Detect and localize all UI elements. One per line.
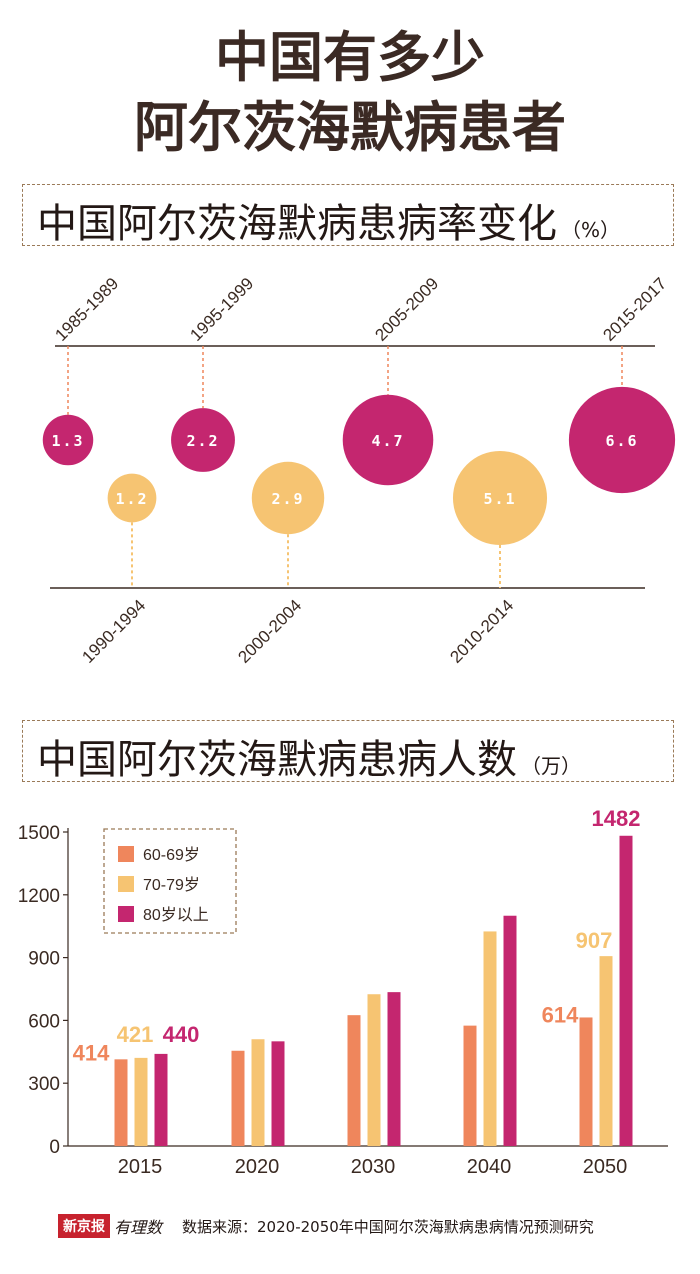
section-title-prevalence: 中国阿尔茨海默病患病率变化 （%） [37, 201, 621, 247]
bar-2020-0 [231, 1050, 245, 1146]
bubble [107, 473, 157, 523]
x-tick-label: 2030 [351, 1156, 396, 1178]
period-label: 2015-2017 [599, 274, 670, 345]
legend-label: 70-79岁 [143, 876, 200, 894]
section-header-patients: 中国阿尔茨海默病患病人数 （万） [22, 720, 674, 783]
bubble-group-2010-2014: 5.1 2010-2014 [446, 450, 548, 667]
section-title-patients: 中国阿尔茨海默病患病人数 （万） [37, 737, 581, 783]
y-tick-label: 0 [49, 1137, 60, 1158]
bar-2050-2 [619, 835, 633, 1146]
bar-2050-0 [579, 1017, 593, 1146]
legend-swatch [118, 876, 134, 892]
data-label: 440 [163, 1022, 200, 1047]
x-tick-label: 2050 [583, 1156, 628, 1178]
bubble-group-1995-1999: 2.2 1995-1999 [171, 274, 257, 472]
bubble-value-label: 1.3 [51, 432, 84, 450]
legend-label: 60-69岁 [143, 846, 200, 864]
bar-2040-2 [503, 915, 517, 1146]
period-label: 2010-2014 [446, 596, 517, 667]
bar-2040-1 [483, 931, 497, 1146]
bubble [251, 461, 325, 535]
bubble-value-label: 4.7 [371, 432, 404, 450]
x-tick-label: 2040 [467, 1156, 512, 1178]
bar-2015-0 [114, 1059, 128, 1146]
y-tick-label: 900 [28, 949, 60, 970]
period-label: 1985-1989 [51, 274, 122, 345]
bubble [42, 414, 94, 466]
y-tick-label: 1200 [18, 886, 60, 907]
footer: 新京报 有理数 数据来源：2020-2050年中国阿尔茨海默病患病情况预测研究 [58, 1213, 594, 1239]
bubble-group-2015-2017: 6.6 2015-2017 [568, 274, 676, 494]
bubble-group-2005-2009: 4.7 2005-2009 [342, 274, 442, 486]
bubble-group-2000-2004: 2.9 2000-2004 [234, 461, 325, 667]
data-label: 414 [73, 1040, 110, 1065]
brand-script-logo: 有理数 [114, 1218, 163, 1237]
bubble [452, 450, 548, 546]
data-label: 614 [542, 1002, 579, 1027]
bar-2015-2 [154, 1053, 168, 1146]
data-source: 数据来源：2020-2050年中国阿尔茨海默病患病情况预测研究 [182, 1217, 594, 1236]
bar-2015-1 [134, 1057, 148, 1146]
bar-2040-0 [463, 1025, 477, 1146]
x-tick-label: 2020 [235, 1156, 280, 1178]
main-title-line2: 阿尔茨海默病患者 [134, 96, 566, 159]
bubble-value-label: 5.1 [483, 490, 516, 508]
bubble-group-1990-1994: 1.2 1990-1994 [78, 473, 157, 667]
bar-2020-2 [271, 1041, 285, 1146]
legend-swatch [118, 846, 134, 862]
prevalence-bubble-chart: 1.31985-19891.21990-19942.21995-19992.92… [42, 274, 676, 667]
bubble [171, 408, 235, 472]
legend-swatch [118, 906, 134, 922]
newspaper-logo: 新京报 [58, 1214, 110, 1238]
bubble-group-1985-1989: 1.3 1985-1989 [42, 274, 122, 466]
bar-2020-1 [251, 1039, 265, 1146]
legend: 60-69岁 70-79岁 80岁以上 [103, 828, 237, 934]
bubble-value-label: 6.6 [605, 432, 638, 450]
bubble [568, 386, 676, 494]
x-tick-label: 2015 [118, 1156, 163, 1178]
data-label: 907 [576, 928, 613, 953]
period-label: 2005-2009 [371, 274, 442, 345]
legend-box [103, 828, 237, 934]
bubble [342, 394, 434, 486]
section-unit-patients: （万） [521, 754, 581, 778]
bar-2030-2 [387, 992, 401, 1146]
data-label: 421 [117, 1022, 154, 1047]
bar-2050-1 [599, 956, 613, 1146]
y-tick-label: 300 [28, 1074, 60, 1095]
legend-label: 80岁以上 [143, 906, 209, 924]
main-title-line1: 中国有多少 [215, 26, 485, 89]
period-label: 2000-2004 [234, 596, 305, 667]
y-tick-label: 1500 [18, 823, 60, 844]
bubble-value-label: 2.9 [271, 490, 304, 508]
period-label: 1995-1999 [186, 274, 257, 345]
section-header-prevalence: 中国阿尔茨海默病患病率变化 （%） [22, 184, 674, 247]
period-label: 1990-1994 [78, 596, 149, 667]
data-label: 1482 [592, 806, 641, 831]
bubble-value-label: 2.2 [186, 432, 219, 450]
section-unit-prevalence: （%） [561, 218, 621, 242]
bar-2030-1 [367, 994, 381, 1146]
bubble-value-label: 1.2 [115, 490, 148, 508]
bar-2030-0 [347, 1015, 361, 1146]
y-tick-label: 600 [28, 1011, 60, 1032]
